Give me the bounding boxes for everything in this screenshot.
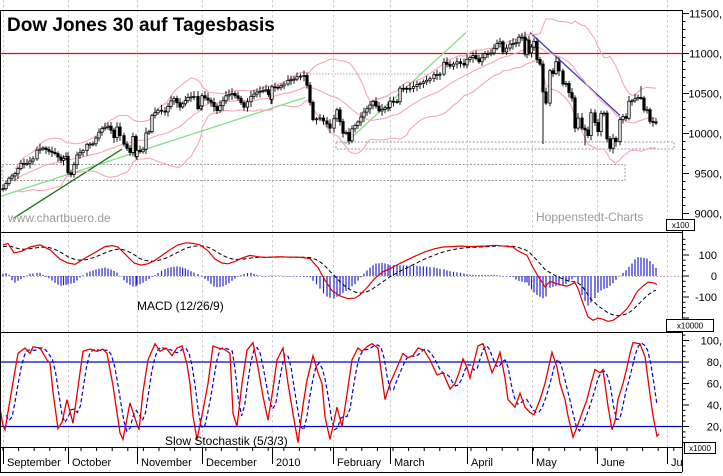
- macd-histogram: [2, 257, 657, 306]
- month-label: March: [394, 457, 425, 469]
- price-panel: [1, 18, 682, 219]
- watermark-right: Hoppenstedt-Charts: [536, 210, 643, 224]
- month-label: April: [471, 457, 493, 469]
- stochastic-unit-box: x1000: [684, 442, 716, 454]
- support-zone-box: [1, 164, 626, 182]
- stochastic-panel: [1, 341, 682, 443]
- macd-axis-ticks: 100 0 -100: [682, 238, 717, 329]
- price-tick-label: 9500,: [694, 169, 722, 181]
- price-tick-label: 10000,: [688, 129, 722, 141]
- month-label: November: [141, 457, 192, 469]
- price-tick-label: 10500,: [688, 89, 722, 101]
- watermark-left: www.chartbuero.de: [7, 211, 111, 225]
- macd-signal-line: [2, 245, 657, 317]
- candlesticks: [1, 31, 658, 192]
- month-label: September: [7, 457, 61, 469]
- trendline-4: [529, 32, 621, 116]
- price-tick-label: 11000,: [689, 49, 722, 61]
- stochastic-tick-label: 100,: [701, 336, 722, 348]
- trendline-2: [13, 148, 123, 219]
- stochastic-tick-label: 20,: [707, 422, 722, 434]
- month-gridlines: [3, 0, 668, 447]
- trendline-1: [1, 96, 306, 197]
- stochastic-tick-label: 40,: [707, 400, 722, 412]
- price-tick-label: 11500,: [689, 9, 722, 21]
- macd-unit-label: x10000: [677, 322, 704, 331]
- macd-tick-label: 0: [711, 271, 717, 283]
- stochastic-panel-label: Slow Stochastik (5/3/3): [165, 434, 288, 448]
- chart-title: Dow Jones 30 auf Tagesbasis: [7, 15, 275, 36]
- stochastic-tick-label: 80,: [707, 357, 722, 369]
- macd-unit-box: x10000: [666, 319, 714, 332]
- macd-tick-label: 100: [699, 250, 717, 262]
- time-axis: September October November December 2010 Febr…: [2, 447, 683, 469]
- month-label: February: [337, 457, 382, 469]
- month-label: May: [536, 457, 557, 469]
- trendline-3: [343, 32, 467, 146]
- price-unit-label: x100: [672, 221, 690, 230]
- stochastic-d-line: [5, 342, 658, 433]
- month-label: Ju: [671, 457, 683, 469]
- axes: 11500, 11000, 10500, 10000, 9500, 9000, 100 0 -1…: [0, 9, 722, 473]
- stochastic-k-line: [1, 341, 660, 443]
- macd-tick-label: -100: [695, 292, 717, 304]
- price-unit-box: x100: [666, 219, 695, 231]
- bollinger-upper-band: [14, 18, 656, 170]
- macd-line: [2, 242, 658, 323]
- month-label: June: [601, 457, 625, 469]
- stochastic-axis-ticks: 100, 80, 60, 40, 20,: [682, 334, 722, 444]
- bollinger-middle-band: [14, 47, 656, 181]
- stochastic-tick-label: 60,: [707, 379, 722, 391]
- macd-panel: [2, 242, 682, 323]
- month-label: 2010: [276, 457, 300, 469]
- stochastic-unit-label: x1000: [689, 444, 711, 453]
- macd-panel-label: MACD (12/26/9): [137, 299, 224, 313]
- support-zone-box: [335, 141, 675, 150]
- month-label: October: [72, 457, 111, 469]
- month-label: December: [206, 457, 257, 469]
- price-tick-label: 9000,: [694, 209, 722, 221]
- price-axis-ticks: 11500, 11000, 10500, 10000, 9500, 9000,: [682, 9, 722, 222]
